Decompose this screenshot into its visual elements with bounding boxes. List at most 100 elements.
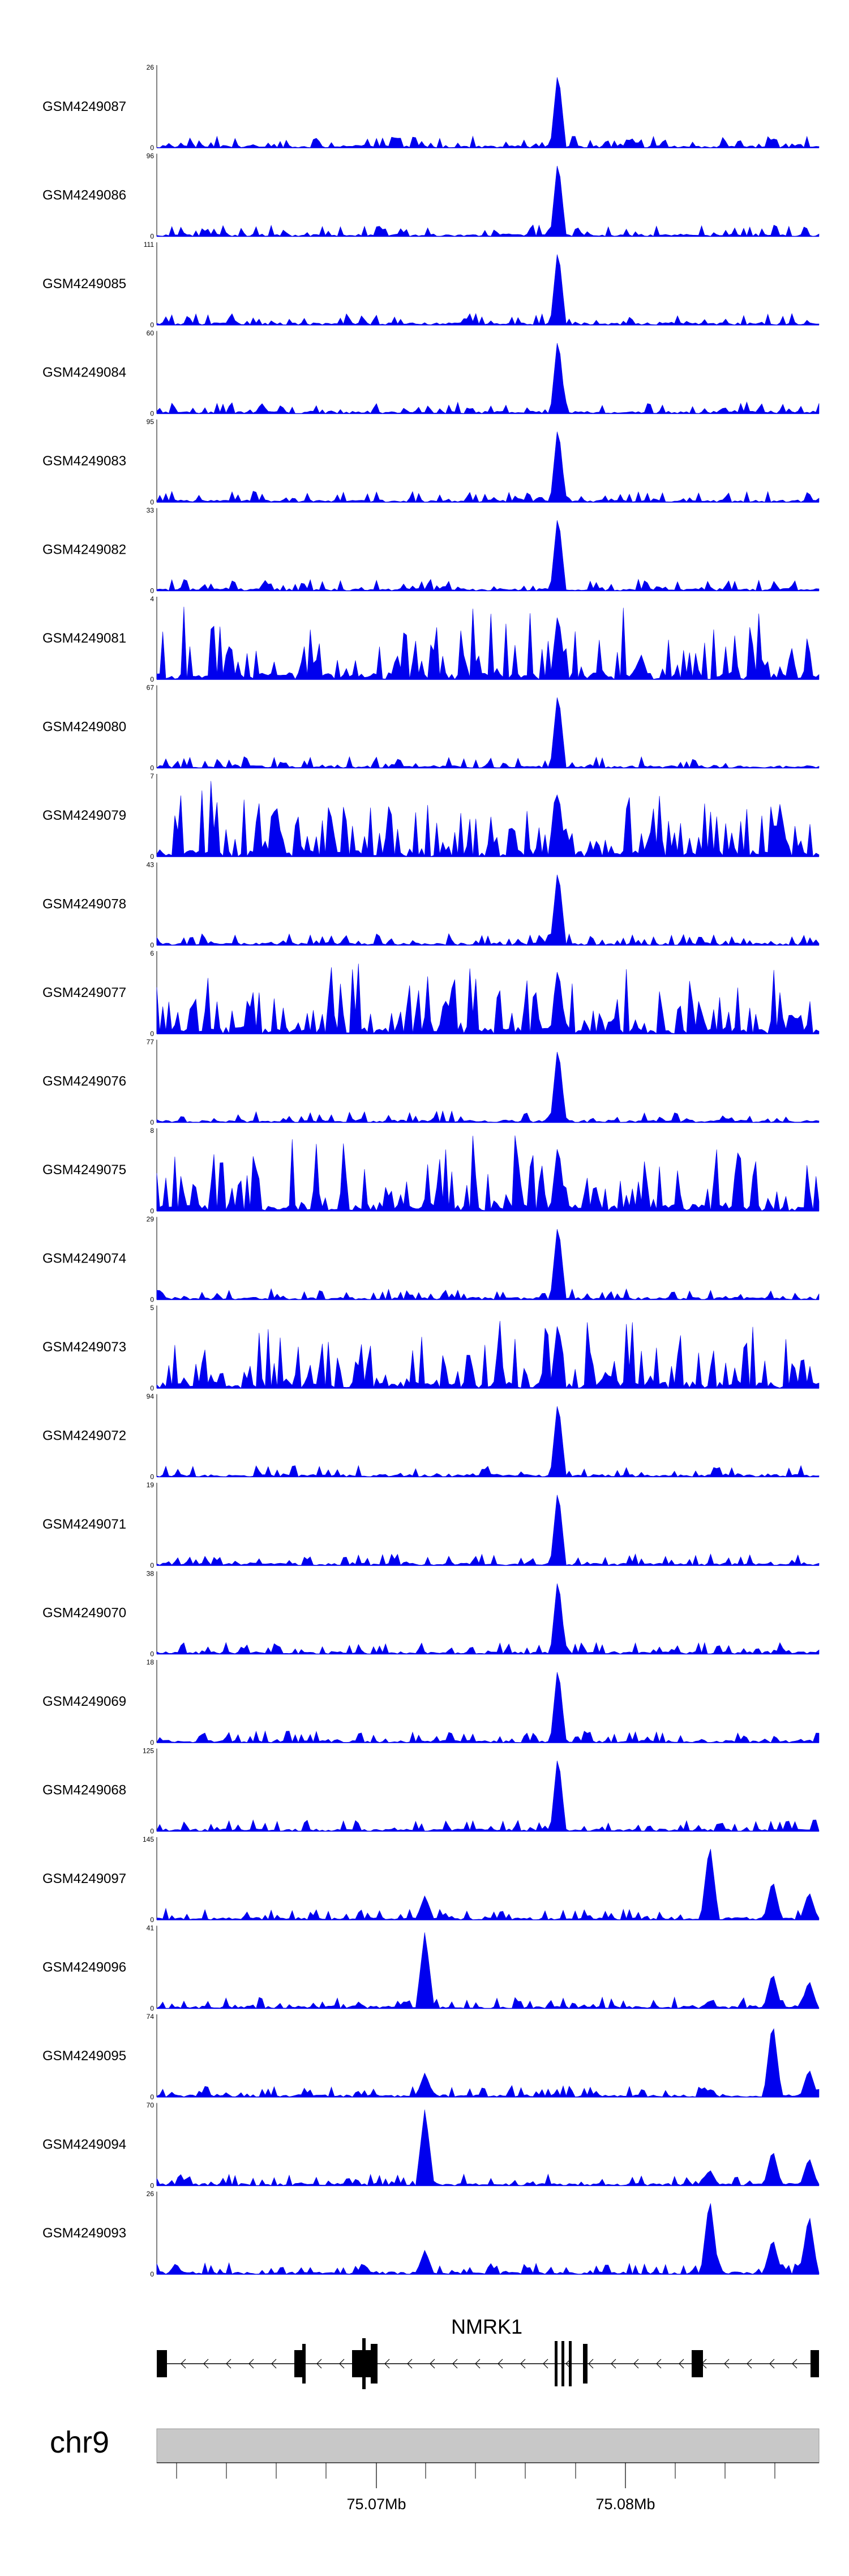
strand-arrow — [656, 2359, 662, 2369]
signal-area — [156, 1932, 820, 2009]
track-GSM4249097: GSM4249097 145 0 — [42, 1835, 820, 1924]
y-min-label: 0 — [150, 1119, 154, 1127]
signal-area — [156, 1495, 820, 1566]
track-GSM4249083: GSM4249083 95 0 — [42, 418, 820, 506]
strand-arrow — [498, 2359, 503, 2369]
y-min-label: 0 — [150, 321, 154, 329]
y-max-label: 94 — [147, 1393, 155, 1401]
gene-model: NMRK1 — [157, 2315, 819, 2389]
y-min-label: 0 — [150, 1384, 154, 1392]
track-label: GSM4249080 — [42, 720, 126, 735]
y-max-label: 77 — [147, 1038, 155, 1046]
strand-arrow — [384, 2359, 390, 2369]
track-label: GSM4249093 — [42, 2226, 126, 2241]
y-max-label: 33 — [147, 507, 155, 515]
strand-arrow — [588, 2359, 594, 2369]
track-label: GSM4249074 — [42, 1251, 126, 1266]
track-label: GSM4249073 — [42, 1340, 126, 1355]
y-min-label: 0 — [150, 233, 154, 241]
track-GSM4249068: GSM4249068 125 0 — [42, 1747, 820, 1835]
signal-area — [156, 1406, 820, 1477]
y-min-label: 0 — [150, 1650, 154, 1658]
signal-area — [156, 606, 820, 680]
track-label: GSM4249069 — [42, 1694, 126, 1709]
track-GSM4249074: GSM4249074 29 0 — [42, 1216, 820, 1304]
track-label: GSM4249078 — [42, 897, 126, 912]
signal-area — [156, 254, 820, 326]
signal-area — [156, 77, 820, 148]
signal-area — [156, 964, 820, 1034]
track-GSM4249076: GSM4249076 77 0 — [42, 1038, 820, 1127]
y-min-label: 0 — [150, 675, 154, 683]
y-min-label: 0 — [150, 410, 154, 418]
y-min-label: 0 — [150, 1916, 154, 1924]
y-min-label: 0 — [150, 2093, 154, 2101]
signal-area — [156, 520, 820, 592]
strand-arrow — [203, 2359, 209, 2369]
signal-area — [156, 1672, 820, 1743]
track-label: GSM4249097 — [42, 1871, 126, 1886]
signal-area — [156, 1229, 820, 1300]
track-label: GSM4249070 — [42, 1606, 126, 1621]
track-label: GSM4249072 — [42, 1428, 126, 1444]
track-GSM4249095: GSM4249095 74 0 — [42, 2013, 820, 2101]
gene-exon — [569, 2341, 572, 2386]
y-min-label: 0 — [150, 1739, 154, 1747]
track-label: GSM4249081 — [42, 631, 126, 646]
strand-arrow — [226, 2359, 231, 2369]
strand-arrow — [452, 2359, 458, 2369]
y-max-label: 43 — [147, 861, 155, 869]
y-max-label: 29 — [147, 1216, 155, 1223]
y-max-label: 4 — [150, 595, 154, 603]
y-min-label: 0 — [150, 1561, 154, 1569]
y-min-label: 0 — [150, 2005, 154, 2013]
strand-arrow — [407, 2359, 413, 2369]
signal-area — [156, 2028, 820, 2098]
signal-area — [156, 1848, 820, 1920]
track-label: GSM4249082 — [42, 542, 126, 558]
track-GSM4249081: GSM4249081 4 0 — [42, 595, 820, 683]
y-min-label: 0 — [150, 1828, 154, 1835]
y-max-label: 8 — [150, 1127, 154, 1135]
strand-arrow — [633, 2359, 639, 2369]
track-GSM4249080: GSM4249080 67 0 — [42, 684, 820, 772]
y-max-label: 145 — [143, 1835, 154, 1843]
track-label: GSM4249086 — [42, 188, 126, 203]
y-max-label: 74 — [147, 2013, 155, 2021]
signal-area — [156, 343, 820, 414]
strand-arrow — [339, 2359, 345, 2369]
chromosome-axis: chr9 75.07Mb 75.08Mb — [50, 2425, 820, 2513]
track-label: GSM4249084 — [42, 365, 126, 380]
strand-arrow — [543, 2359, 548, 2369]
y-min-label: 0 — [150, 498, 154, 506]
track-GSM4249082: GSM4249082 33 0 — [42, 507, 820, 595]
track-GSM4249075: GSM4249075 8 0 — [42, 1127, 820, 1215]
strand-arrow — [475, 2359, 481, 2369]
y-max-label: 111 — [144, 241, 155, 249]
y-min-label: 0 — [150, 144, 154, 152]
y-min-label: 0 — [150, 1296, 154, 1304]
y-max-label: 38 — [147, 1570, 155, 1578]
gene-exon — [555, 2341, 558, 2386]
x-tick-label: 75.08Mb — [595, 2496, 655, 2513]
y-max-label: 6 — [150, 949, 154, 957]
track-label: GSM4249079 — [42, 808, 126, 823]
y-max-label: 41 — [147, 1924, 155, 1932]
track-GSM4249087: GSM4249087 26 0 — [42, 63, 820, 152]
signal-area — [156, 1321, 820, 1389]
track-label: GSM4249077 — [42, 985, 126, 1000]
track-label: GSM4249075 — [42, 1162, 126, 1178]
track-label: GSM4249087 — [42, 99, 126, 114]
y-max-label: 67 — [147, 684, 155, 692]
y-max-label: 26 — [147, 2190, 155, 2198]
x-tick-label: 75.07Mb — [346, 2496, 406, 2513]
track-GSM4249096: GSM4249096 41 0 — [42, 1924, 820, 2013]
y-max-label: 96 — [147, 152, 155, 160]
signal-area — [156, 781, 820, 857]
signal-area — [156, 1760, 820, 1832]
track-GSM4249077: GSM4249077 6 0 — [42, 949, 820, 1038]
signal-area — [156, 697, 820, 769]
y-min-label: 0 — [150, 1030, 154, 1038]
y-min-label: 0 — [150, 942, 154, 949]
